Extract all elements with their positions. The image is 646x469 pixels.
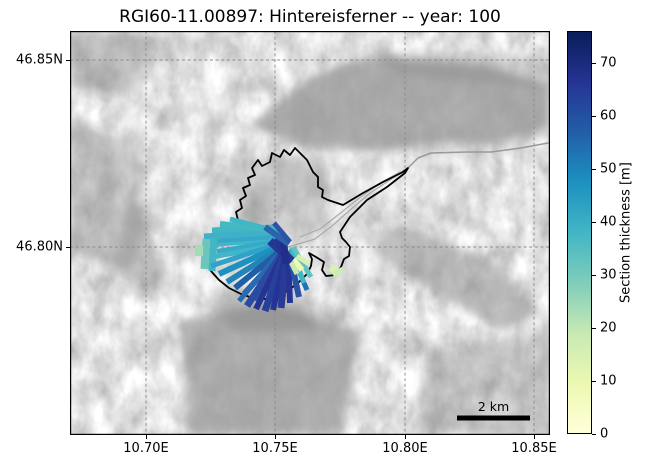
colorbar-title: Section thickness [m] — [618, 162, 634, 303]
scale-bar-line — [457, 415, 530, 421]
colorbar-tick-mark — [592, 115, 596, 117]
section-thickness-segment — [203, 229, 277, 241]
section-thickness-segment — [288, 260, 300, 276]
section-thickness-segment — [272, 221, 292, 244]
y-axis-tick-mark — [66, 60, 70, 61]
map-canvas: 2 km — [70, 31, 550, 435]
colorbar-tick-label: 60 — [600, 108, 617, 124]
x-axis-tick-label: 10.70E — [123, 441, 169, 456]
section-segments — [195, 216, 345, 313]
x-axis-tick-label: 10.80E — [382, 441, 428, 456]
axes-border — [70, 31, 550, 435]
colorbar-tick-label: 20 — [600, 320, 617, 336]
section-thickness-segment — [331, 266, 345, 278]
section-thickness-segment — [210, 236, 280, 247]
y-axis-tick-label: 46.80N — [16, 239, 63, 255]
colorbar-tick-mark — [592, 168, 596, 170]
downstream-line — [407, 142, 549, 169]
x-axis-tick-mark — [534, 435, 535, 439]
colorbar-gradient — [568, 32, 591, 433]
colorbar-tick-label: 0 — [600, 426, 609, 442]
section-thickness-segment — [290, 257, 305, 272]
map-plot-area: 2 km — [70, 31, 550, 435]
x-axis-tick-label: 10.75E — [252, 441, 298, 456]
colorbar-tick-label: 40 — [600, 214, 617, 230]
colorbar-tick-mark — [592, 62, 596, 64]
colorbar-tick-mark — [592, 380, 596, 382]
hillshade-background — [70, 31, 550, 435]
scale-bar: 2 km — [457, 399, 530, 421]
x-axis-tick-mark — [275, 435, 276, 439]
colorbar-tick-mark — [592, 221, 596, 223]
scale-bar-label: 2 km — [478, 399, 509, 414]
section-thickness-segment — [210, 240, 282, 269]
section-thickness-segment — [263, 224, 291, 247]
section-thickness-segment — [200, 238, 212, 270]
colorbar — [567, 31, 592, 434]
centerline-1 — [280, 169, 405, 250]
x-axis-tick-mark — [146, 435, 147, 439]
section-thickness-segment — [295, 253, 311, 267]
colorbar-tick-mark — [592, 274, 596, 276]
colorbar-tick-mark — [592, 434, 596, 435]
y-axis-tick-label: 46.85N — [16, 52, 63, 68]
colorbar-tick-mark — [592, 327, 596, 329]
section-thickness-segment — [217, 242, 284, 277]
x-axis-tick-mark — [405, 435, 406, 439]
x-axis-tick-label: 10.85E — [511, 441, 557, 456]
graticule-gridlines — [70, 31, 550, 435]
colorbar-tick-label: 10 — [600, 373, 617, 389]
plot-title: RGI60-11.00897: Hintereisferner -- year:… — [119, 7, 501, 27]
colorbar-tick-label: 50 — [600, 161, 617, 177]
colorbar-tick-label: 70 — [600, 55, 617, 71]
colorbar-tick-label: 30 — [600, 267, 617, 283]
y-axis-tick-mark — [66, 247, 70, 248]
